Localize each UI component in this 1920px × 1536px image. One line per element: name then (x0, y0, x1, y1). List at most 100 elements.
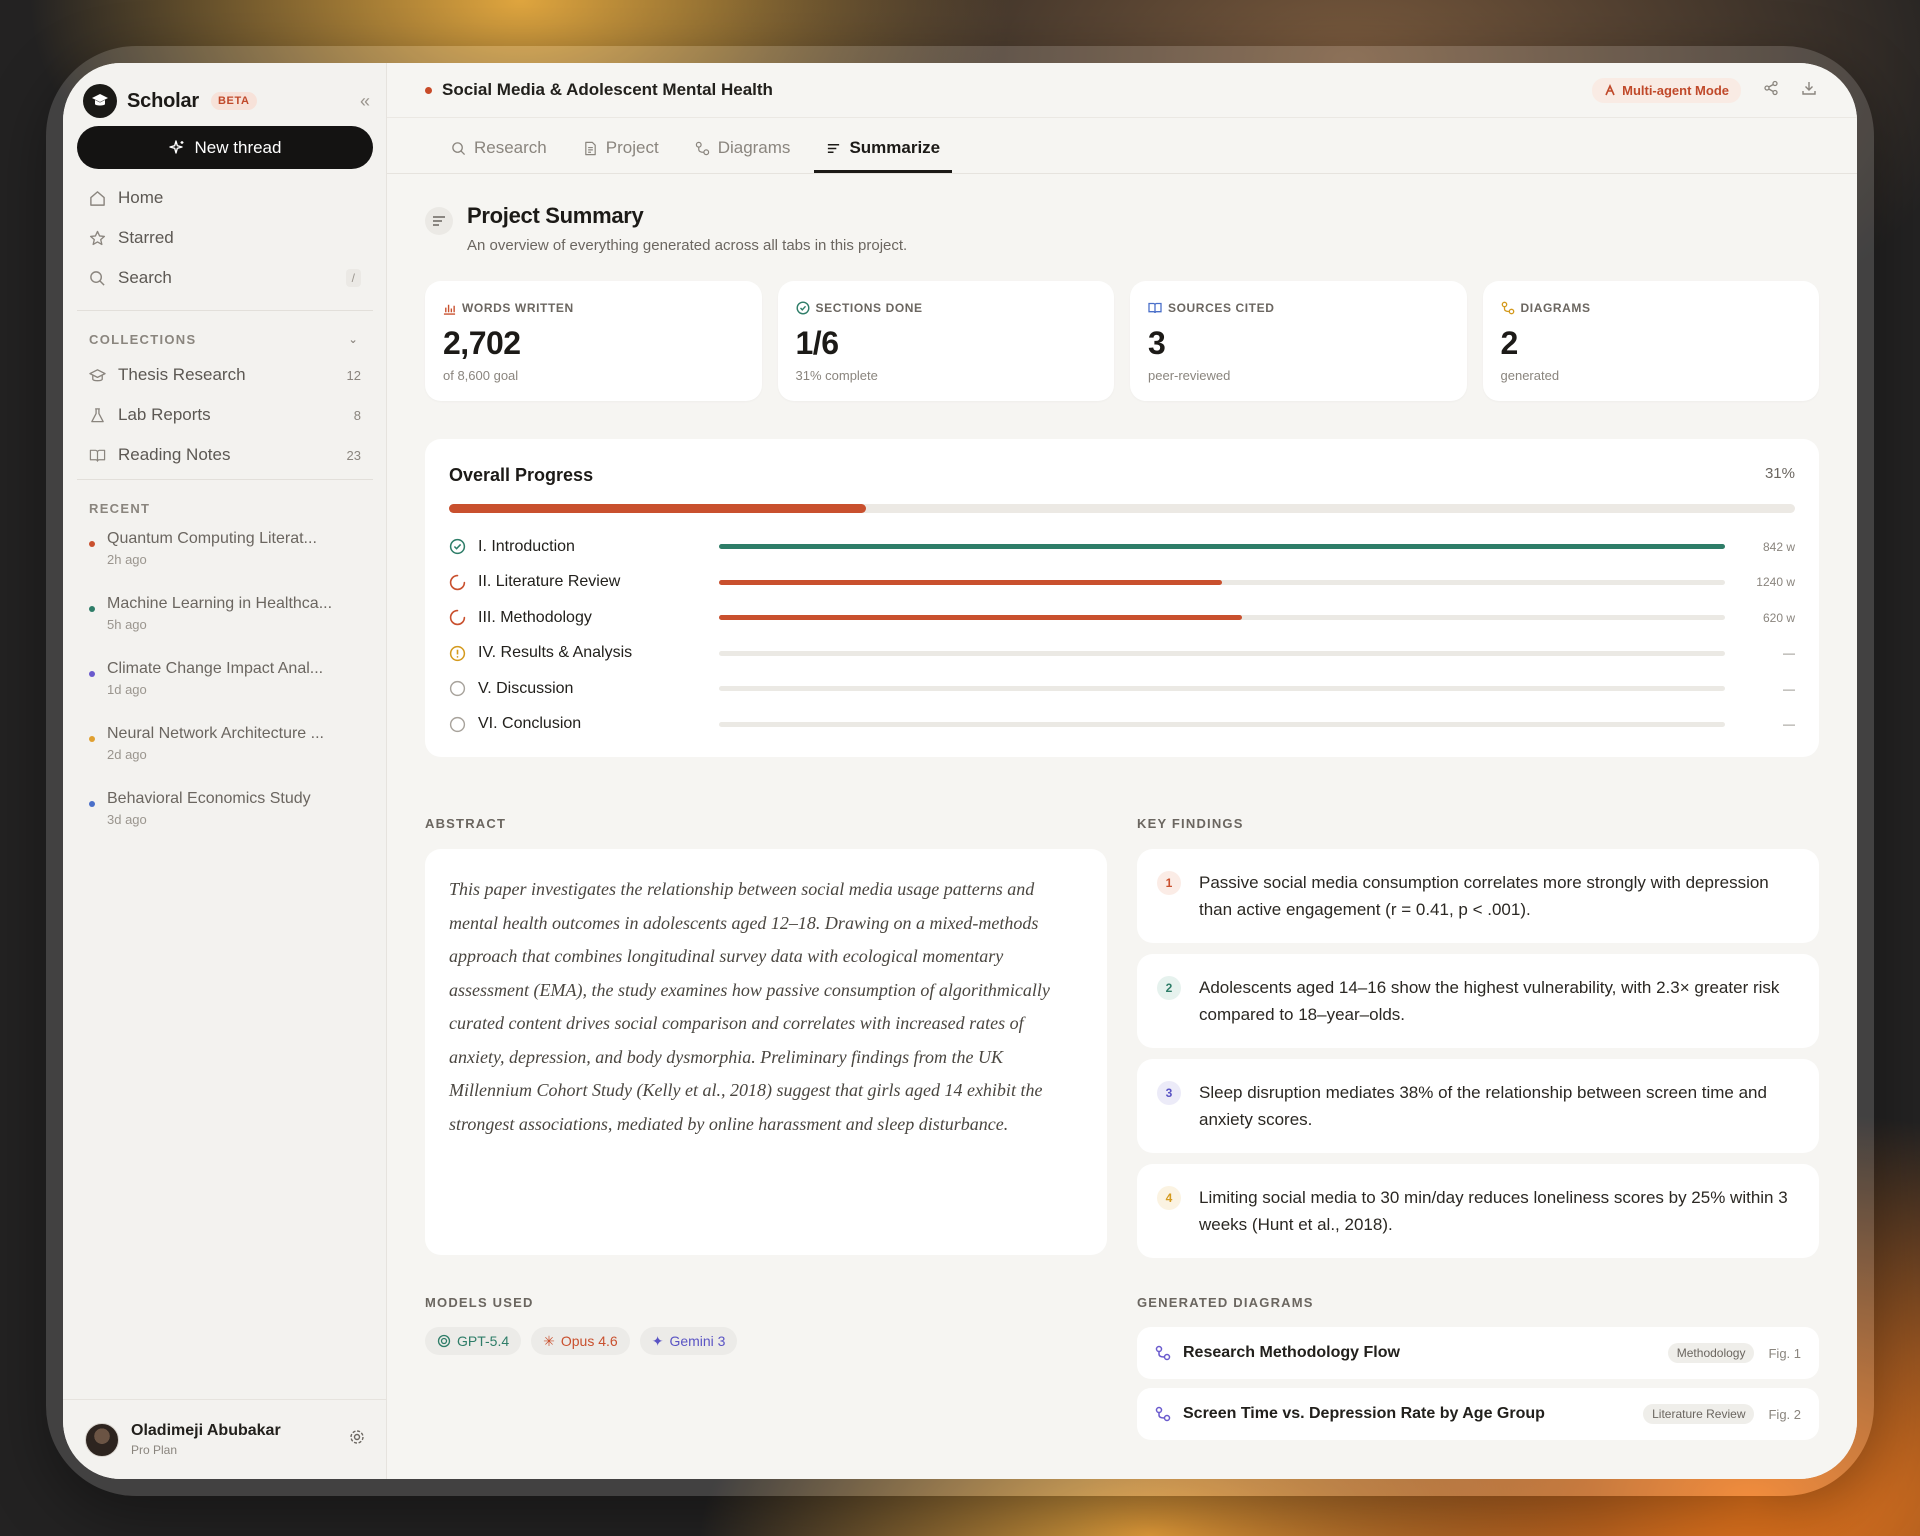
stat-label: DIAGRAMS (1520, 301, 1591, 315)
collections-header[interactable]: COLLECTIONS ⌄ (77, 329, 373, 349)
app-name: Scholar (127, 89, 199, 112)
recent-title: Climate Change Impact Anal... (107, 660, 324, 677)
share-icon[interactable] (1763, 80, 1779, 100)
section-name: VI. Conclusion (478, 715, 582, 733)
recent-dot (89, 671, 95, 677)
model-chip-gemini[interactable]: ✦ Gemini 3 (639, 1327, 738, 1355)
section-progress-track (719, 544, 1725, 550)
recent-item[interactable]: Neural Network Architecture ... 2d ago (77, 725, 373, 790)
beta-badge: BETA (210, 92, 257, 110)
sparkle-icon (168, 139, 184, 154)
section-progress-row[interactable]: IV. Results & Analysis — (449, 636, 1795, 672)
finding-card: 1 Passive social media consumption correl… (1137, 849, 1819, 943)
user-profile[interactable]: Oladimeji Abubakar Pro Plan (63, 1399, 387, 1479)
diagram-row[interactable]: Screen Time vs. Depression Rate by Age G… (1137, 1388, 1819, 1440)
graduation-cap-icon (89, 368, 106, 381)
new-thread-button[interactable]: New thread (77, 126, 373, 169)
collection-item-lab-reports[interactable]: Lab Reports 8 (77, 395, 373, 435)
tab-summarize[interactable]: Summarize (814, 138, 953, 173)
stats-row: WORDS WRITTEN 2,702 of 8,600 goal SECTIO… (425, 281, 1819, 401)
divider (77, 479, 373, 480)
search-icon (452, 141, 466, 155)
section-name-cell: VI. Conclusion (449, 715, 719, 733)
bar-chart-icon (443, 304, 456, 315)
collection-item-thesis-research[interactable]: Thesis Research 12 (77, 355, 373, 395)
settings-gear-icon[interactable] (349, 1429, 365, 1450)
finding-card: 4 Limiting social media to 30 min/day red… (1137, 1164, 1819, 1258)
stat-sub: generated (1500, 368, 1560, 383)
recent-item[interactable]: Machine Learning in Healthca... 5h ago (77, 595, 373, 660)
section-name: III. Methodology (478, 608, 592, 626)
document-icon (584, 141, 596, 155)
section-progress-fill (719, 579, 1222, 585)
section-progress-row[interactable]: II. Literature Review 1240 w (449, 565, 1795, 601)
diagram-row[interactable]: Research Methodology Flow Methodology Fi… (1137, 1327, 1819, 1379)
tab-research[interactable]: Research (439, 138, 559, 173)
multi-agent-mode-label: Multi-agent Mode (1622, 82, 1729, 98)
book-open-icon (1148, 302, 1162, 314)
stat-sub: peer-reviewed (1148, 368, 1231, 383)
finding-text: Passive social media consumption correla… (1199, 873, 1769, 919)
recent-time: 1d ago (107, 682, 147, 697)
section-word-count: 842 w (1762, 539, 1795, 554)
top-bar: Social Media & Adolescent Mental Health … (387, 63, 1857, 118)
chevron-down-icon[interactable]: ⌄ (348, 333, 359, 346)
collapse-sidebar-icon[interactable]: « (359, 90, 370, 111)
overall-progress-fill (449, 504, 867, 513)
abstract-text: This paper investigates the relationship… (425, 849, 1107, 1255)
nav-starred[interactable]: Starred (77, 218, 373, 258)
search-icon (90, 270, 105, 286)
section-name-cell: I. Introduction (449, 538, 719, 556)
collection-count: 12 (346, 367, 361, 383)
section-progress-row[interactable]: VI. Conclusion — (449, 707, 1795, 743)
sparkle-icon: ✦ (651, 1332, 664, 1349)
section-name: II. Literature Review (478, 573, 621, 591)
section-word-count: 620 w (1762, 610, 1795, 625)
tab-project[interactable]: Project (571, 138, 671, 173)
section-name: IV. Results & Analysis (478, 644, 633, 662)
stat-label: SOURCES CITED (1168, 301, 1275, 315)
collection-count: 8 (353, 407, 361, 423)
recent-item[interactable]: Behavioral Economics Study 3d ago (77, 790, 373, 855)
stat-sub: 31% complete (795, 368, 878, 383)
collection-count: 23 (346, 447, 361, 463)
section-progress-row[interactable]: V. Discussion — (449, 671, 1795, 707)
recent-title: RECENT (89, 500, 151, 516)
section-progress-row[interactable]: I. Introduction 842 w (449, 529, 1795, 565)
multi-agent-mode-badge[interactable]: Multi-agent Mode (1592, 77, 1741, 103)
collection-label: Reading Notes (118, 445, 231, 464)
stat-label: SECTIONS DONE (815, 301, 923, 315)
tab-project-label: Project (605, 138, 659, 157)
nav-search[interactable]: Search / (77, 258, 373, 298)
section-progress-fill (719, 544, 1725, 550)
nav-home[interactable]: Home (77, 178, 373, 218)
overall-progress-bar (449, 504, 1795, 513)
nav-starred-label: Starred (118, 228, 174, 247)
lambda-icon (1605, 84, 1615, 96)
section-progress-track (719, 615, 1725, 621)
section-progress-row[interactable]: III. Methodology 620 w (449, 600, 1795, 636)
sidebar: Scholar BETA « New thread Home Starred S… (63, 63, 387, 1479)
star-icon (89, 230, 106, 245)
stat-value: 3 (1148, 325, 1166, 361)
book-open-icon (89, 449, 106, 462)
recent-dot (89, 736, 95, 742)
recent-item[interactable]: Climate Change Impact Anal... 1d ago (77, 660, 373, 725)
diagram-name: Research Methodology Flow (1183, 1344, 1400, 1361)
graduation-cap-logo-icon (83, 84, 117, 118)
progress-title: Overall Progress (449, 465, 594, 485)
tab-diagrams[interactable]: Diagrams (683, 138, 803, 173)
download-icon[interactable] (1801, 80, 1817, 100)
collection-item-reading-notes[interactable]: Reading Notes 23 (77, 435, 373, 475)
tab-summarize-label: Summarize (849, 138, 941, 157)
diagram-name: Screen Time vs. Depression Rate by Age G… (1183, 1405, 1545, 1422)
overall-progress-card: Overall Progress 31% I. Introduction 842 … (425, 439, 1819, 757)
recent-item[interactable]: Quantum Computing Literat... 2h ago (77, 530, 373, 595)
diagram-icon (1155, 1406, 1171, 1422)
abstract-title: ABSTRACT (425, 816, 507, 831)
model-chip-opus[interactable]: ✳ Opus 4.6 (531, 1327, 630, 1355)
model-chip-gpt[interactable]: GPT-5.4 (425, 1327, 522, 1355)
stat-value: 2,702 (443, 325, 521, 361)
project-title: Social Media & Adolescent Mental Health (442, 80, 773, 99)
diagram-icon (1155, 1345, 1171, 1361)
